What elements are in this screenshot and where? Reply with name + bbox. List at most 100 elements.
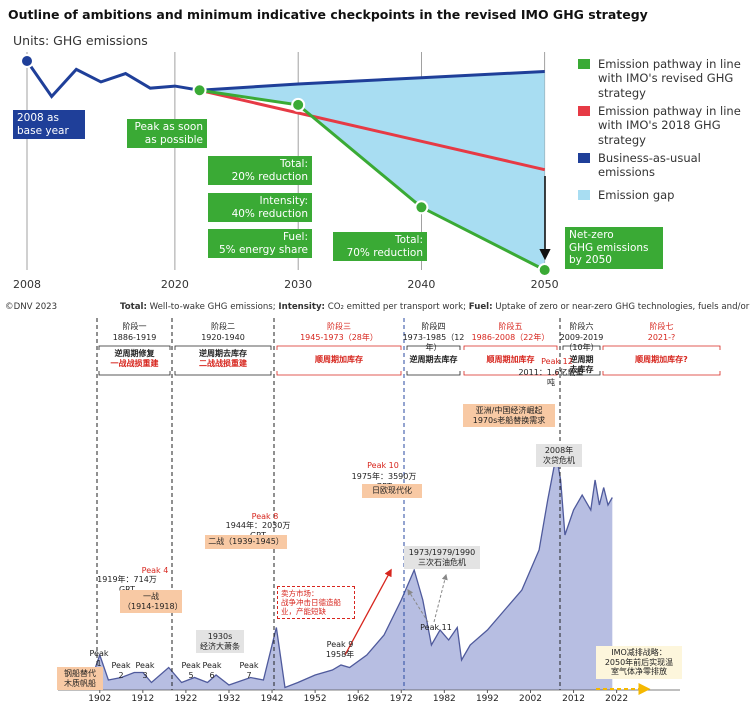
annotation: Peak 3 [135, 661, 155, 680]
annotation: Peak 2 [111, 661, 131, 680]
phase-name: 阶段五 [498, 322, 523, 331]
x-tick-label: 2020 [160, 278, 189, 291]
trend-text: 二战战损重建 [199, 358, 247, 368]
annotation: 亚洲/中国经济崛起 1970s老船替换需求 [463, 404, 555, 428]
trend-text: 逆周期去库存 [409, 355, 458, 364]
annotation: Peak 11 [420, 623, 452, 632]
annotation-box: Total: 20% reduction [208, 156, 312, 186]
x-tick-label: 1972 [389, 694, 413, 704]
x-tick-label: 2002 [519, 694, 542, 704]
phase-trend: 顺周期加库存 [464, 355, 557, 365]
emission-gap [199, 71, 545, 270]
phase-bracket [98, 345, 171, 376]
trend-text: 顺周期加库存? [635, 355, 688, 364]
series-line [199, 88, 546, 272]
annotation-box: Fuel: 5% energy share [208, 229, 312, 259]
phase-bracket [174, 345, 272, 376]
x-tick-label: 1932 [217, 694, 241, 704]
x-tick-label: 1952 [303, 694, 327, 704]
trend-text: 顺周期加库存 [486, 355, 535, 364]
phase-bracket [602, 345, 721, 376]
annotation: Peak 1 [89, 649, 109, 668]
footnote-text: Uptake of zero or near-zero GHG technolo… [495, 302, 751, 312]
trend-text: 顺周期加库存 [315, 355, 363, 364]
legend-swatch [578, 190, 590, 200]
annotation: 2008年 次贷危机 [536, 444, 582, 468]
annotation-box: 2008 as base year [13, 110, 85, 140]
x-tick-label: 2050 [530, 278, 559, 291]
annotation: Peak 4 [141, 566, 169, 575]
legend-label: Emission pathway in line with IMO's revi… [598, 57, 741, 100]
point-marker [537, 263, 552, 277]
x-tick-label: 2008 [13, 278, 41, 291]
annotation: IMO减排战略： 2050年前后实现温 室气体净零排放 [596, 646, 682, 679]
phase-trend: 顺周期加库存? [603, 355, 720, 365]
legend-swatch [578, 59, 590, 69]
trend-text: 逆周期去库存 [199, 349, 247, 358]
annotation: Peak 8 [251, 512, 279, 521]
series-line [199, 88, 546, 172]
x-tick-label: 2040 [407, 278, 436, 291]
gray-arrow [407, 588, 429, 623]
annotation: 2011：1.6亿载重吨 [518, 368, 584, 387]
legend-label: Business-as-usual emissions [598, 151, 701, 180]
series-line [25, 60, 545, 99]
footnote-text: Well-to-wake GHG emissions; [146, 302, 279, 312]
annotation-box: Net-zero GHG emissions by 2050 [565, 227, 663, 269]
x-tick-label: 1902 [88, 694, 112, 704]
phase-bracket [463, 345, 558, 376]
trend-text: 逆周期 去库存 [569, 355, 594, 374]
phase-bracket [406, 345, 461, 376]
footnote-term: Intensity: [278, 302, 325, 312]
x-tick-label: 2012 [562, 694, 585, 704]
phase-period: 1973-1985（12年） [402, 333, 465, 352]
phase-bracket [562, 345, 601, 376]
x-tick-label: 1912 [131, 694, 155, 704]
point-marker [20, 54, 34, 68]
annotation: 二战（1939-1945） [205, 535, 287, 549]
legend-label: Emission gap [598, 188, 675, 202]
legend-label: Emission pathway in line with IMO's 2018… [598, 104, 741, 147]
annotation-box: Peak as soon as possible [127, 119, 207, 149]
phase-trend: 逆周期 去库存 [563, 355, 600, 374]
legend-swatch [578, 153, 590, 163]
point-marker [192, 83, 207, 98]
area-outline [90, 454, 613, 689]
phase-trend: 逆周期去库存 二战战损重建 [175, 349, 271, 368]
annotation: Peak 9 1958年 [325, 640, 355, 659]
phase-period: 1920-1940 [201, 333, 245, 342]
point-marker [291, 97, 306, 112]
gray-arrow [433, 573, 448, 623]
annotation: 钢船替代 木质帆船 [57, 667, 103, 691]
phase-name: 阶段七 [649, 322, 674, 331]
annotation: Peak 7 [239, 661, 259, 680]
phase-name: 阶段三 [327, 322, 351, 331]
annotation: 日欧现代化 [362, 484, 422, 498]
phase-period: 1986-2008（22年） [471, 333, 550, 342]
phase-trend: 顺周期加库存 [277, 355, 401, 365]
x-tick-label: 1922 [174, 694, 198, 704]
phase-name: 阶段一 [122, 322, 147, 331]
x-tick-label: 1962 [346, 694, 370, 704]
legend-swatch [578, 106, 590, 116]
x-tick-label: 2030 [284, 278, 313, 291]
annotation: Peak 5 [181, 661, 201, 680]
annotation-box: Total: 70% reduction [333, 232, 427, 262]
source: ©DNV 2023 [5, 302, 58, 312]
trend-text: 逆周期修复 [114, 349, 155, 358]
trend-text: 一战战损重建 [110, 358, 159, 368]
footnote-term: Total: [120, 302, 147, 312]
annotation: Peak 10 [367, 461, 399, 470]
phase-name: 阶段六 [569, 322, 594, 331]
annotation: 1930s 经济大萧条 [196, 630, 244, 654]
phase-name: 阶段四 [421, 322, 446, 331]
red-arrow [344, 568, 392, 656]
phase-period: 2009-2019（10年） [559, 333, 604, 352]
annotation: 1973/1979/1990 三次石油危机 [404, 546, 480, 570]
phase-period: 1945-1973（28年） [300, 333, 378, 342]
x-tick-label: 1982 [432, 694, 456, 704]
phase-period: 2021-? [647, 333, 676, 342]
phase-period: 1886-1919 [112, 333, 157, 342]
annotation: 卖方市场： 战争冲击日德造船 业，产能短缺 [277, 586, 355, 619]
footnote-term: Fuel: [468, 302, 493, 312]
